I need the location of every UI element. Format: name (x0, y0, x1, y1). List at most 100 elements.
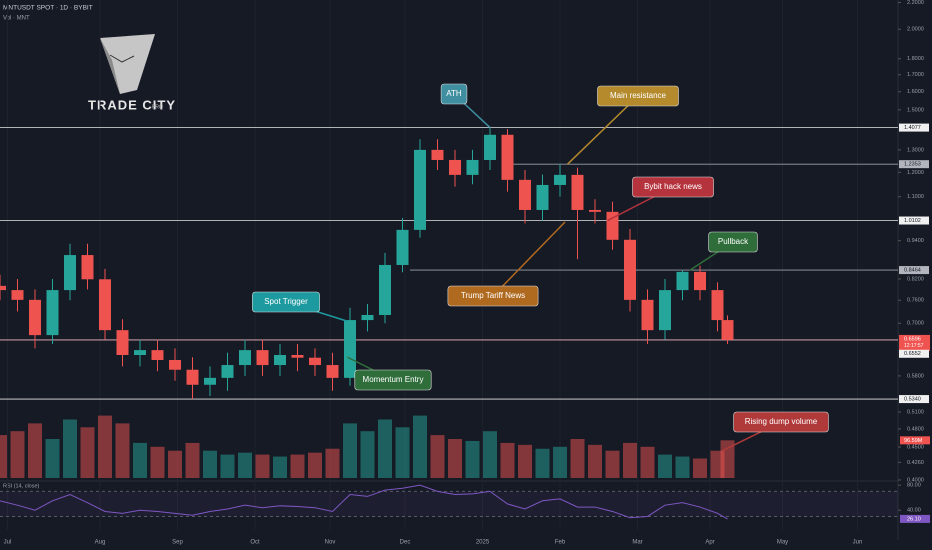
y-tick-label: 0.5100 (907, 409, 924, 415)
logo-name: TRADE CITY (88, 97, 176, 112)
candle-body (379, 264, 391, 315)
candle-body (711, 290, 724, 321)
annotation-box (440, 83, 468, 105)
rsi-tick-label: 80.00 (907, 483, 921, 489)
level-box (899, 216, 929, 225)
volume-bar (360, 431, 375, 478)
candle-body (396, 229, 409, 265)
level-box (899, 123, 929, 132)
volume-bar (413, 415, 427, 478)
candle-body (274, 355, 286, 366)
volume-bar (588, 444, 602, 478)
volume-bar (518, 444, 532, 478)
candle-body (239, 350, 251, 366)
volume-bar (10, 431, 25, 478)
volume-bar (45, 439, 60, 478)
y-tick-label: 1.2000 (907, 170, 924, 176)
level-box (899, 266, 929, 275)
candle-body (449, 159, 461, 175)
volume-bar (378, 419, 392, 478)
annotation-text: ATH (446, 89, 462, 98)
y-tick-label: 0.7000 (907, 321, 924, 327)
level-label: 1.2353 (904, 162, 921, 168)
current-box (899, 334, 930, 351)
y-tick-label: 0.7600 (907, 298, 924, 304)
volume-bar (308, 452, 322, 478)
candle-body (326, 365, 339, 378)
x-tick-label: Sep (172, 540, 183, 546)
volume-bar (255, 454, 270, 478)
y-tick-label: 0.4260 (907, 460, 924, 466)
y-tick-label: 0.4800 (907, 426, 924, 432)
x-tick-label: Jul (4, 540, 12, 546)
candle-body (431, 149, 444, 160)
rsi-band-fill (0, 491, 898, 517)
annotation-text: Spot Trigger (264, 297, 308, 306)
volume-bar (80, 427, 95, 478)
x-tick-label: Oct (250, 540, 260, 546)
annotation-text: Trump Tariff News (461, 291, 525, 300)
x-tick-label: Nov (325, 540, 336, 546)
candle-body (571, 174, 584, 210)
candle-body (484, 134, 496, 160)
volume-bar (465, 440, 480, 478)
x-tick-label: Mar (632, 540, 642, 546)
volume-bar (605, 450, 620, 478)
volume-title: Vol · MNT (3, 16, 30, 22)
volume-bar (290, 454, 305, 478)
rsi-last-label: 26.10 (907, 516, 921, 522)
candle-body (361, 314, 374, 321)
candle-body (99, 279, 111, 331)
x-tick-label: Dec (400, 540, 411, 546)
level-label: 1.0102 (904, 218, 921, 224)
rsi-last-box (900, 514, 930, 523)
candle-body (414, 149, 426, 230)
candle-body (466, 159, 479, 175)
level-label: 0.8464 (904, 268, 921, 274)
volume-last-label: 96.59M (904, 438, 923, 444)
x-tick-label: Jun (853, 540, 863, 546)
volume-bar (500, 442, 515, 478)
candle-body (641, 299, 654, 331)
annotation-pointer (566, 95, 639, 165)
volume-bar (203, 450, 217, 478)
x-tick-label: Apr (705, 540, 714, 546)
x-tick-label: May (777, 540, 788, 546)
volume-bar (448, 439, 462, 478)
logo-tag: PRO (152, 104, 163, 110)
volume-bar (623, 442, 637, 478)
candle-body (694, 271, 706, 291)
annotation-box (632, 176, 714, 198)
candle-body (81, 255, 94, 280)
volume-bar (220, 454, 235, 478)
y-tick-label: 0.8200 (907, 276, 924, 282)
candle-body (554, 174, 566, 185)
prev-close-label: 0.6552 (904, 351, 921, 357)
y-tick-label: 1.1000 (907, 194, 924, 200)
y-tick-label: 0.4000 (907, 477, 924, 483)
volume-bar (675, 456, 690, 478)
volume-bar (343, 423, 357, 478)
prev-close-box (899, 349, 929, 358)
annotation-box (354, 369, 432, 391)
candle-body (151, 350, 164, 360)
volume-bar (553, 446, 567, 478)
rsi-tick-label: 40.00 (907, 508, 921, 514)
annotation-text: Momentum Entry (363, 375, 424, 384)
level-box (899, 160, 929, 169)
volume-bar (325, 448, 340, 478)
candle-body (721, 320, 734, 340)
volume-bar (133, 442, 147, 478)
y-tick-label: 1.8000 (907, 56, 924, 62)
y-tick-label: 0.4500 (907, 444, 924, 450)
candle-body (64, 255, 76, 291)
candle-body (309, 357, 321, 366)
volume-bar (430, 435, 445, 478)
volume-last-box (900, 436, 930, 445)
volume-bar (98, 415, 112, 478)
volume-bar (115, 423, 130, 478)
candle-body (344, 320, 356, 378)
volume-bar (640, 446, 655, 478)
candle-body (624, 239, 636, 300)
annotation-box (733, 411, 829, 433)
